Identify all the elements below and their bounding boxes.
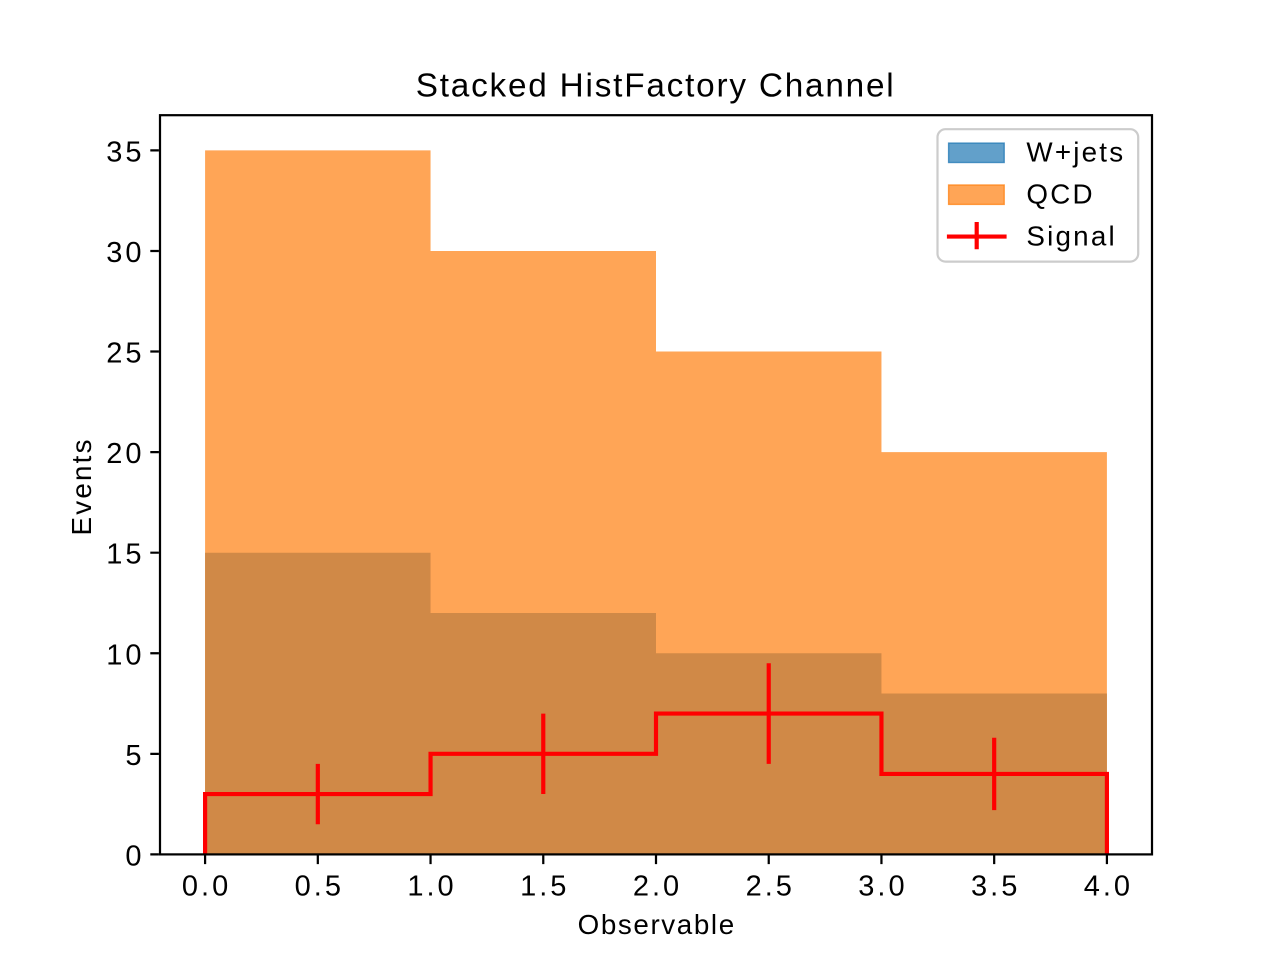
svg-text:5: 5 — [125, 740, 144, 772]
svg-text:25: 25 — [106, 338, 144, 370]
svg-text:35: 35 — [106, 136, 144, 168]
svg-text:Stacked HistFactory Channel: Stacked HistFactory Channel — [416, 68, 896, 105]
svg-text:4.0: 4.0 — [1084, 870, 1133, 902]
svg-text:30: 30 — [106, 237, 144, 269]
svg-text:3.5: 3.5 — [971, 870, 1020, 902]
svg-text:0.5: 0.5 — [295, 870, 344, 902]
svg-text:10: 10 — [106, 639, 144, 671]
svg-text:QCD: QCD — [1026, 178, 1094, 209]
svg-text:1.0: 1.0 — [407, 870, 456, 902]
svg-text:0.0: 0.0 — [182, 870, 231, 902]
svg-text:Signal: Signal — [1026, 220, 1116, 251]
svg-text:3.0: 3.0 — [858, 870, 907, 902]
svg-text:0: 0 — [125, 840, 144, 872]
svg-text:2.0: 2.0 — [633, 870, 682, 902]
svg-text:Observable: Observable — [578, 909, 736, 940]
svg-text:Events: Events — [66, 437, 97, 535]
svg-text:1.5: 1.5 — [520, 870, 569, 902]
svg-text:15: 15 — [106, 539, 144, 571]
svg-text:2.5: 2.5 — [746, 870, 795, 902]
svg-text:W+jets: W+jets — [1026, 137, 1125, 168]
svg-text:20: 20 — [106, 438, 144, 470]
